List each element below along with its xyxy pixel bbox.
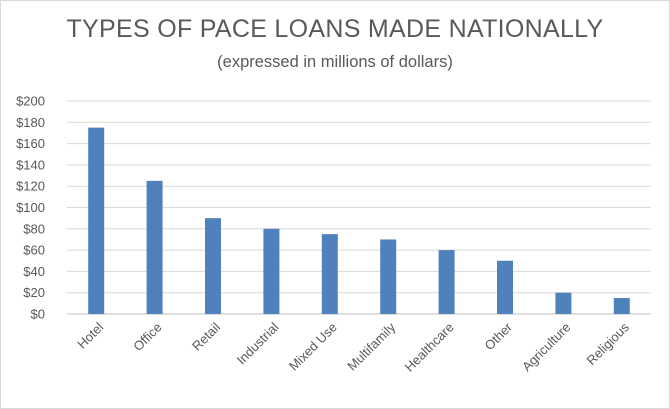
bar-multifamily	[380, 239, 397, 314]
chart-subtitle: (expressed in millions of dollars)	[217, 53, 453, 71]
x-tick-label: Religious	[583, 319, 632, 368]
y-tick-label: $100	[16, 200, 45, 215]
y-tick-label: $60	[23, 243, 45, 258]
y-axis-ticks: $0 $20 $40 $60 $80 $100 $120 $140 $160 $180 $200	[16, 94, 45, 322]
bar-religious	[613, 298, 630, 314]
x-tick-label: Other	[482, 319, 516, 353]
bar-office	[146, 180, 163, 314]
bar-industrial	[263, 228, 280, 314]
y-tick-label: $120	[16, 179, 45, 194]
x-tick-label: Multifamily	[344, 319, 398, 373]
chart-title: TYPES OF PACE LOANS MADE NATIONALLY	[66, 15, 604, 43]
bar-mixed-use	[321, 234, 338, 314]
bar-agriculture	[555, 292, 572, 314]
x-tick-label: Healthcare	[402, 320, 457, 375]
x-axis-ticks: Hotel Office Retail Industrial Mixed Use Mult…	[74, 319, 632, 375]
y-tick-label: $20	[23, 285, 45, 300]
y-tick-label: $80	[23, 221, 45, 236]
bar-healthcare	[438, 250, 455, 314]
bar-hotel	[88, 127, 105, 314]
x-tick-label: Industrial	[234, 319, 282, 367]
y-tick-label: $0	[31, 307, 45, 322]
bar-retail	[205, 218, 221, 314]
bars	[88, 127, 630, 314]
y-tick-label: $160	[16, 136, 45, 151]
gridlines	[67, 100, 651, 315]
x-tick-label: Mixed Use	[286, 320, 340, 374]
y-tick-label: $140	[16, 157, 45, 172]
y-tick-label: $180	[16, 115, 45, 130]
bar-other	[497, 260, 513, 314]
x-tick-label: Office	[130, 320, 164, 354]
y-tick-label: $40	[23, 264, 45, 279]
y-tick-label: $200	[16, 94, 45, 109]
x-tick-label: Agriculture	[519, 320, 574, 375]
x-tick-label: Retail	[189, 319, 223, 353]
x-tick-label: Hotel	[74, 319, 106, 351]
